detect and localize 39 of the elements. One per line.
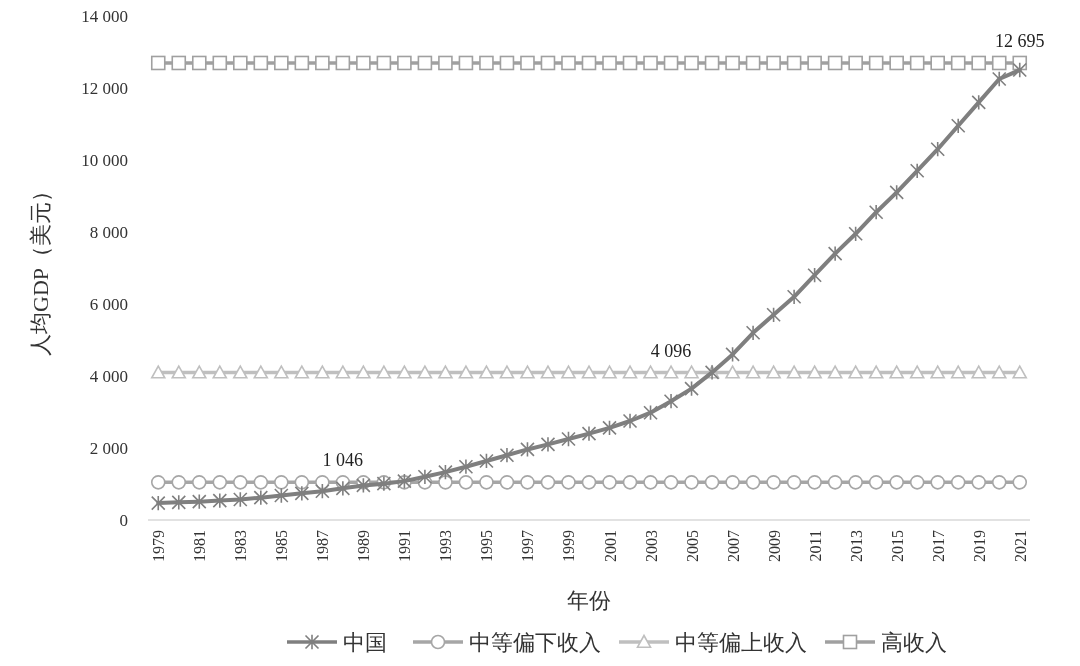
y-tick-label: 8 000 xyxy=(89,223,128,242)
x-tick-label: 1987 xyxy=(314,530,332,562)
data-label: 4 096 xyxy=(650,340,692,361)
y-tick-label: 2 000 xyxy=(89,439,128,458)
legend-label: 中等偏上收入 xyxy=(675,630,807,655)
x-tick-label: 1985 xyxy=(273,530,291,562)
x-tick-label: 1997 xyxy=(519,530,537,562)
legend-label: 中国 xyxy=(343,630,387,655)
y-tick-label: 6 000 xyxy=(89,295,128,314)
data-label: 1 046 xyxy=(322,450,364,471)
x-tick-label: 2017 xyxy=(929,530,947,562)
x-tick-label: 1995 xyxy=(478,530,496,562)
y-tick-label: 10 000 xyxy=(81,151,128,170)
y-tick-label: 12 000 xyxy=(81,79,128,98)
x-tick-label: 1999 xyxy=(560,530,578,562)
data-label: 12 695 xyxy=(994,30,1045,51)
x-tick-label: 1983 xyxy=(232,530,250,562)
x-tick-label: 1989 xyxy=(355,530,373,562)
x-tick-label: 2003 xyxy=(642,530,660,562)
y-tick-label: 14 000 xyxy=(81,7,128,26)
x-tick-label: 1979 xyxy=(150,530,168,562)
y-axis-title: 人均GDP（美元） xyxy=(28,179,53,357)
x-tick-label: 1993 xyxy=(437,530,455,562)
x-tick-label: 2021 xyxy=(1011,530,1029,562)
x-tick-label: 2005 xyxy=(683,530,701,562)
x-tick-label: 2011 xyxy=(806,530,824,562)
legend-label: 高收入 xyxy=(881,630,947,655)
x-tick-label: 2007 xyxy=(724,530,742,562)
y-tick-label: 0 xyxy=(119,511,128,530)
x-tick-label: 2009 xyxy=(765,530,783,562)
x-tick-label: 2013 xyxy=(847,530,865,562)
x-tick-label: 1991 xyxy=(396,530,414,562)
legend-label: 中等偏下收入 xyxy=(469,630,601,655)
x-tick-label: 2019 xyxy=(970,530,988,562)
x-tick-label: 1981 xyxy=(191,530,209,562)
x-tick-label: 2015 xyxy=(888,530,906,562)
y-tick-label: 4 000 xyxy=(89,367,128,386)
x-tick-label: 2001 xyxy=(601,530,619,562)
x-axis-title: 年份 xyxy=(567,588,611,613)
